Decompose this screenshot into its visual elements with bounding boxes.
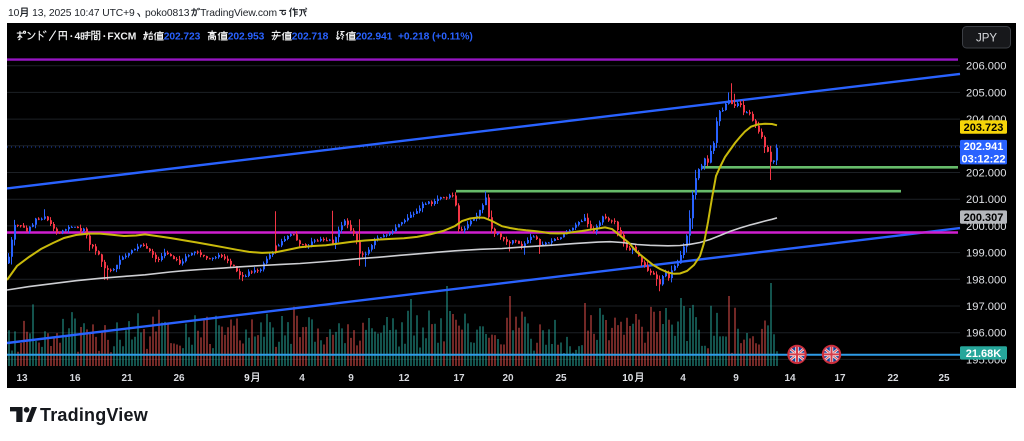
svg-text:12: 12 bbox=[398, 373, 410, 384]
svg-text:206.000: 206.000 bbox=[966, 61, 1006, 73]
svg-text:13: 13 bbox=[16, 373, 28, 384]
svg-text:196.000: 196.000 bbox=[966, 328, 1006, 340]
svg-text:TradingView.com: TradingView.com bbox=[200, 8, 277, 19]
svg-text:199.000: 199.000 bbox=[966, 248, 1006, 260]
svg-text:13, 2025 10:47 UTC+9: 13, 2025 10:47 UTC+9 bbox=[32, 8, 135, 19]
svg-text:9: 9 bbox=[348, 373, 354, 384]
svg-text:17: 17 bbox=[453, 373, 465, 384]
svg-text:10: 10 bbox=[622, 373, 634, 384]
svg-text:198.000: 198.000 bbox=[966, 274, 1006, 286]
svg-text:4: 4 bbox=[74, 31, 80, 42]
svg-text:202.723: 202.723 bbox=[164, 31, 201, 42]
svg-text:22: 22 bbox=[887, 373, 899, 384]
svg-text:205.000: 205.000 bbox=[966, 87, 1006, 99]
svg-text:201.000: 201.000 bbox=[966, 194, 1006, 206]
svg-text:4: 4 bbox=[299, 373, 305, 384]
svg-text:9: 9 bbox=[733, 373, 739, 384]
svg-text:03:12:22: 03:12:22 bbox=[961, 153, 1005, 165]
svg-text:14: 14 bbox=[784, 373, 796, 384]
svg-text:202.953: 202.953 bbox=[228, 31, 265, 42]
svg-text:200.000: 200.000 bbox=[966, 221, 1006, 233]
svg-text:JPY: JPY bbox=[976, 33, 997, 45]
svg-text:197.000: 197.000 bbox=[966, 301, 1006, 313]
svg-text:poko0813: poko0813 bbox=[145, 8, 190, 19]
svg-text:20: 20 bbox=[502, 373, 514, 384]
svg-text:21.68K: 21.68K bbox=[966, 348, 1002, 360]
svg-text:FXCM: FXCM bbox=[107, 31, 136, 42]
svg-text:200.307: 200.307 bbox=[964, 212, 1004, 224]
svg-text:17: 17 bbox=[834, 373, 846, 384]
svg-text:203.723: 203.723 bbox=[964, 122, 1004, 134]
svg-text:4: 4 bbox=[680, 373, 686, 384]
svg-text:26: 26 bbox=[173, 373, 185, 384]
svg-text:202.941: 202.941 bbox=[964, 141, 1004, 153]
svg-text:25: 25 bbox=[555, 373, 567, 384]
svg-text:202.941: 202.941 bbox=[356, 31, 393, 42]
svg-text:202.000: 202.000 bbox=[966, 168, 1006, 180]
svg-text:9: 9 bbox=[244, 373, 250, 384]
svg-text:+0.218 (+0.11%): +0.218 (+0.11%) bbox=[398, 31, 473, 42]
svg-text:202.718: 202.718 bbox=[292, 31, 329, 42]
svg-text:16: 16 bbox=[69, 373, 81, 384]
svg-text:10: 10 bbox=[8, 8, 20, 19]
svg-text:21: 21 bbox=[121, 373, 133, 384]
svg-text:25: 25 bbox=[938, 373, 950, 384]
